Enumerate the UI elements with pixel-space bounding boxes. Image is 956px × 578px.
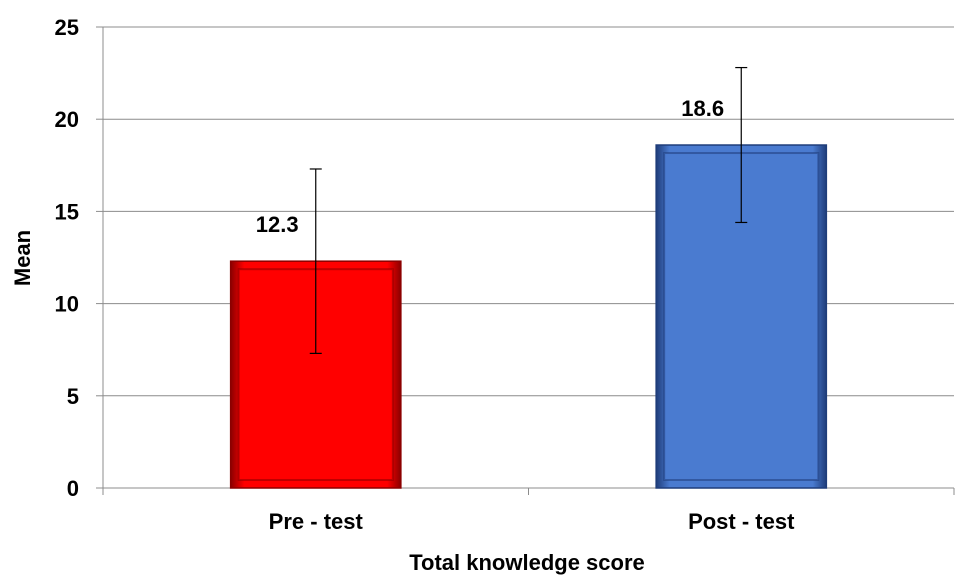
x-tick-labels: Pre - test Post - test (269, 509, 795, 534)
x-axis-title: Total knowledge score (409, 550, 645, 575)
data-label: 12.3 (256, 212, 299, 237)
data-label: 18.6 (681, 96, 724, 121)
y-tick-label: 20 (55, 107, 79, 132)
y-axis-title: Mean (10, 230, 35, 286)
bars (229, 144, 828, 489)
error-bars (309, 66, 748, 354)
y-tick-label: 25 (55, 15, 79, 40)
x-tick-label: Pre - test (269, 509, 364, 534)
data-labels: 12.3 18.6 (256, 96, 724, 237)
y-tick-label: 10 (55, 292, 79, 317)
y-tick-label: 5 (67, 384, 79, 409)
y-tick-label: 0 (67, 476, 79, 501)
y-tick-label: 15 (55, 199, 79, 224)
y-tick-labels: 0 5 10 15 20 25 (55, 15, 79, 501)
x-tick-label: Post - test (688, 509, 795, 534)
